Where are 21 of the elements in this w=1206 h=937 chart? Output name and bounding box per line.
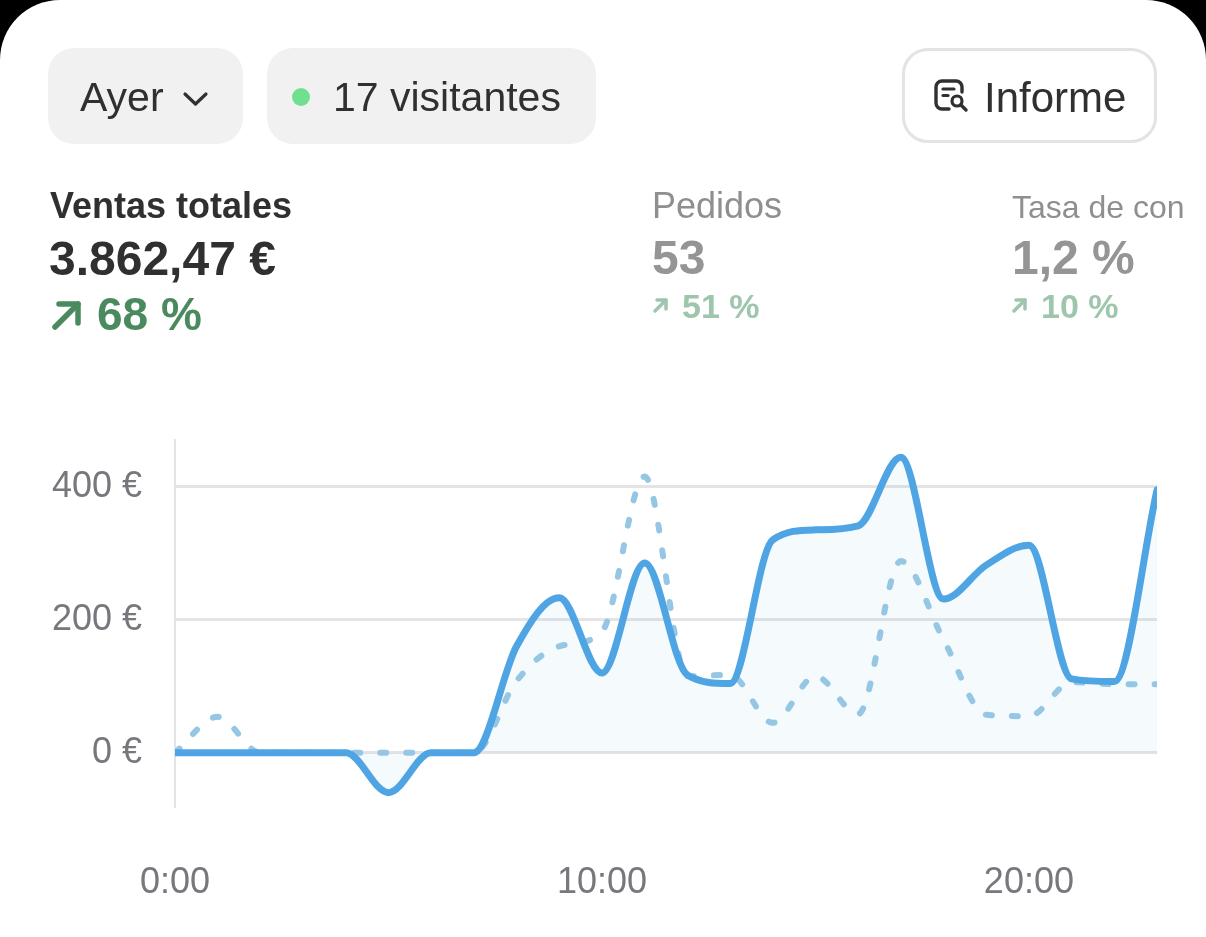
- text: Tasa de con: [1012, 189, 1185, 225]
- x-tick-label: 0:00: [139, 859, 211, 901]
- y-tick-label: 400 €: [51, 463, 142, 505]
- visitors-button[interactable]: [267, 48, 596, 144]
- text: Pedidos: [652, 185, 783, 226]
- y-tick-label: 0 €: [91, 729, 142, 771]
- text: 51 %: [682, 287, 760, 325]
- text: 17 visitantes: [333, 74, 561, 120]
- chart-subtitle: 3.862,47 €: [49, 232, 276, 285]
- x-tick-label: 10:00: [556, 859, 647, 901]
- text: 10 %: [1041, 287, 1119, 325]
- text: Informe: [984, 74, 1127, 121]
- chart-title: Ventas totales: [50, 185, 293, 226]
- text: 53: [652, 231, 706, 284]
- report-button[interactable]: [902, 48, 1157, 143]
- text: 1,2 %: [1012, 231, 1135, 284]
- x-tick-label: 20:00: [983, 859, 1074, 901]
- text: 68 %: [97, 288, 202, 340]
- date-dropdown[interactable]: [48, 48, 243, 144]
- y-tick-label: 200 €: [51, 596, 142, 638]
- text: Ayer: [80, 74, 164, 120]
